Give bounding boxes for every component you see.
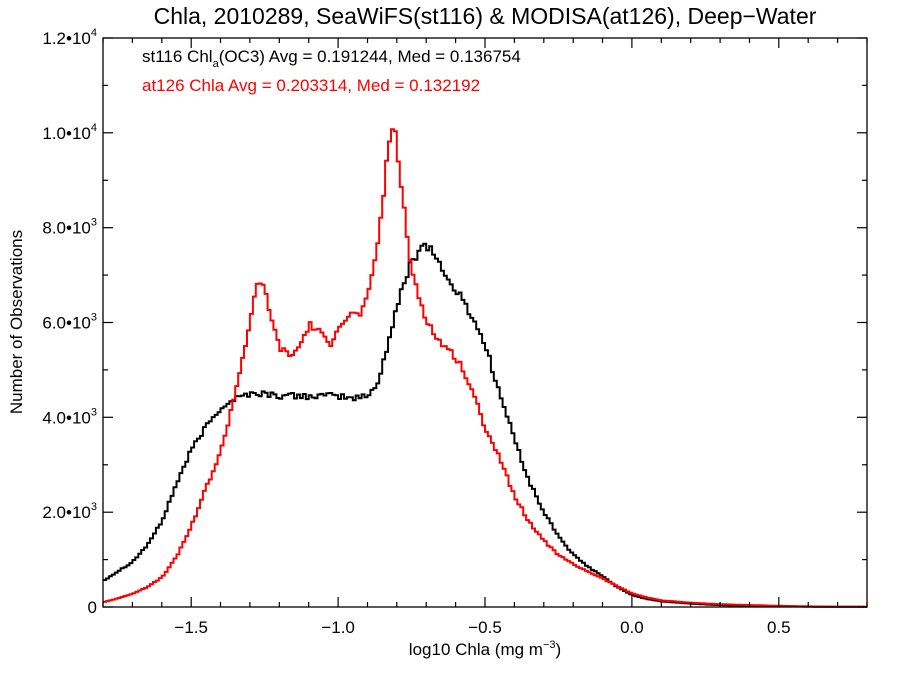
plot-series (103, 128, 867, 608)
chart-title: Chla, 2010289, SeaWiFS(st116) & MODISA(a… (154, 3, 817, 29)
x-tick-label: 0.5 (767, 618, 791, 637)
plot-frame (102, 37, 868, 608)
y-tick-label: 8.0•103 (42, 217, 97, 238)
y-tick-label: 1.2•104 (42, 27, 97, 48)
x-tick-label: −0.5 (468, 618, 502, 637)
x-tick-label: −1.0 (321, 618, 355, 637)
y-axis-ticks: 0 2.0•103 4.0•103 6.0•103 8.0•103 1.0•104 1.2•… (42, 27, 867, 617)
x-tick-label: 0.0 (620, 618, 644, 637)
series-at126-line (103, 128, 867, 608)
y-tick-label: 1.0•104 (42, 122, 97, 143)
y-tick-label: 6.0•103 (42, 312, 97, 333)
x-axis-ticks: −1.5 −1.0 −0.5 0.0 0.5 (102, 38, 868, 637)
y-axis-label: Number of Observations (7, 230, 26, 414)
x-tick-label: −1.5 (174, 618, 208, 637)
annotation-at126: at126 Chla Avg = 0.203314, Med = 0.13219… (142, 76, 480, 95)
x-axis-label: log10 Chla (mg m−3) (409, 639, 561, 659)
y-tick-label: 4.0•103 (42, 406, 97, 427)
y-tick-label: 0 (88, 598, 97, 617)
y-tick-label: 2.0•103 (42, 501, 97, 522)
annotation-st116: st116 Chla(OC3) Avg = 0.191244, Med = 0.… (142, 47, 521, 70)
